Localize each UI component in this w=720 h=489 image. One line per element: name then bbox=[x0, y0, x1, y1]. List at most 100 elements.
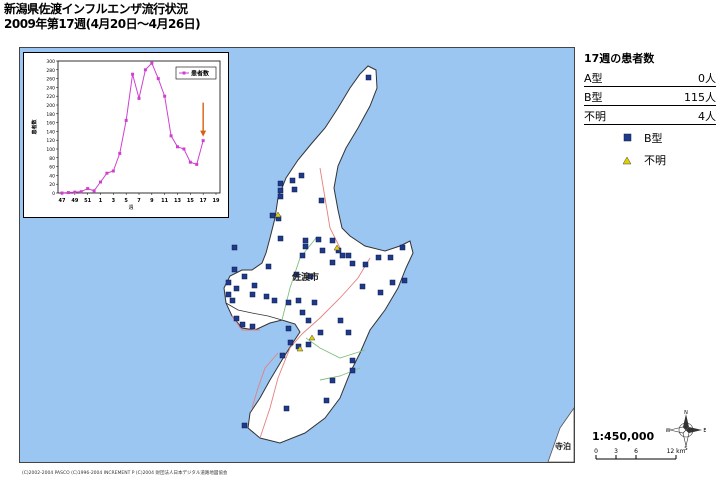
stat-label-a: A型 bbox=[584, 72, 603, 85]
data-point bbox=[150, 61, 154, 65]
data-point bbox=[105, 171, 109, 175]
data-point bbox=[156, 77, 160, 81]
data-point bbox=[66, 191, 70, 195]
page-subtitle: 2009年第17週(4月20日～4月26日) bbox=[4, 17, 201, 31]
corner-place-label: 寺泊 bbox=[555, 442, 571, 451]
y-tick-label: 260 bbox=[46, 77, 55, 83]
panel-heading: 17週の患者数 bbox=[584, 52, 655, 65]
y-tick-label: 120 bbox=[46, 138, 55, 144]
compass-w: W bbox=[666, 428, 671, 434]
scale-bar: 0 3 6 12 km bbox=[594, 445, 686, 471]
data-point bbox=[182, 147, 186, 151]
y-tick-label: 220 bbox=[46, 94, 55, 100]
scale-ratio: 1:450,000 bbox=[592, 430, 655, 443]
scale-tick-6: 6 bbox=[634, 448, 638, 455]
city-label-sado: 佐渡市 bbox=[292, 273, 320, 283]
x-axis-label: 週 bbox=[128, 204, 133, 211]
data-point bbox=[169, 134, 173, 138]
x-tick-label: 7 bbox=[137, 198, 141, 204]
y-axis-label: 患者数 bbox=[31, 119, 38, 135]
data-point bbox=[163, 94, 167, 98]
island-map bbox=[223, 65, 574, 462]
y-tick-label: 280 bbox=[46, 68, 55, 74]
x-tick-label: 13 bbox=[174, 198, 181, 204]
data-point bbox=[137, 96, 141, 100]
data-point bbox=[73, 190, 77, 194]
data-point bbox=[143, 68, 147, 72]
x-tick-label: 1 bbox=[99, 198, 103, 204]
chart-plot-area bbox=[57, 60, 221, 194]
mainland-shore bbox=[547, 407, 574, 462]
chart-legend-marker bbox=[182, 71, 186, 75]
legend-item-b: B型 bbox=[622, 129, 716, 147]
y-tick-label: 240 bbox=[46, 85, 55, 91]
y-tick-label: 180 bbox=[46, 112, 55, 118]
compass-s: S bbox=[684, 446, 687, 450]
data-point bbox=[99, 180, 102, 184]
data-point bbox=[60, 191, 64, 195]
y-tick-label: 80 bbox=[49, 156, 55, 162]
stat-label-b: B型 bbox=[584, 91, 603, 104]
copyright-footer: (C)2002-2004 PASCO (C)1996-2004 INCREMEN… bbox=[22, 471, 228, 476]
stat-row-b: B型 115人 bbox=[584, 91, 716, 106]
unknown-type-points bbox=[274, 211, 341, 352]
stats-panel: 17週の患者数 A型 0人 B型 115人 不明 4人 B型 不明 bbox=[584, 50, 716, 169]
data-point bbox=[79, 190, 83, 194]
page-title: 新潟県佐渡インフルエンザ流行状況 bbox=[4, 2, 188, 16]
compass-rose-icon: N S E W bbox=[666, 410, 707, 454]
y-tick-label: 300 bbox=[46, 59, 55, 65]
x-tick-label: 49 bbox=[71, 198, 78, 204]
y-tick-label: 20 bbox=[49, 182, 55, 188]
stat-row-unknown: 不明 4人 bbox=[584, 110, 716, 125]
data-point bbox=[124, 118, 128, 122]
patient-trend-chart: 0 20 40 60 80 100 120 140 160 180 200 220 240 260 280 3… bbox=[31, 59, 221, 211]
square-marker-icon bbox=[622, 131, 644, 145]
data-point bbox=[131, 72, 135, 76]
stat-row-a: A型 0人 bbox=[584, 72, 716, 87]
y-tick-label: 200 bbox=[46, 103, 55, 109]
legend-label-unknown: 不明 bbox=[644, 154, 666, 167]
x-tick-label: 9 bbox=[150, 198, 154, 204]
map-frame[interactable]: 佐渡市 寺泊 0 20 40 60 80 100 120 140 160 180 200 220 240… bbox=[19, 47, 575, 463]
data-point bbox=[118, 151, 122, 155]
scale-tick-0: 0 bbox=[594, 448, 598, 455]
x-tick-label: 5 bbox=[124, 198, 128, 204]
triangle-marker-icon bbox=[622, 153, 644, 167]
b-type-points bbox=[225, 74, 408, 429]
x-tick-label: 19 bbox=[213, 198, 220, 204]
stat-label-unknown: 不明 bbox=[584, 110, 606, 123]
data-point bbox=[201, 139, 205, 143]
chart-legend-box bbox=[175, 66, 217, 80]
compass-n: N bbox=[684, 410, 688, 416]
y-tick-label: 100 bbox=[46, 147, 55, 153]
stat-value-a: 0人 bbox=[698, 72, 716, 85]
x-tick-label: 11 bbox=[161, 198, 168, 204]
inset-chart: 0 20 40 60 80 100 120 140 160 180 200 220 240 260 280 3… bbox=[23, 52, 229, 218]
x-tick-label: 47 bbox=[59, 198, 66, 204]
scale-tick-3: 3 bbox=[614, 448, 618, 455]
legend-label-b: B型 bbox=[644, 132, 663, 145]
sado-island bbox=[223, 65, 414, 444]
y-tick-label: 40 bbox=[49, 173, 55, 179]
y-tick-label: 0 bbox=[52, 191, 55, 197]
x-tick-label: 17 bbox=[200, 198, 207, 204]
chart-legend-label: 患者数 bbox=[191, 70, 210, 78]
x-tick-label: 51 bbox=[84, 198, 91, 204]
stat-value-unknown: 4人 bbox=[698, 110, 716, 123]
x-tick-label: 15 bbox=[187, 198, 194, 204]
mano-bay bbox=[225, 302, 283, 321]
compass-e: E bbox=[703, 428, 706, 434]
data-point bbox=[176, 145, 179, 149]
data-point bbox=[111, 169, 115, 173]
data-point bbox=[188, 160, 192, 164]
stat-value-b: 115人 bbox=[684, 91, 716, 104]
y-tick-label: 60 bbox=[49, 165, 55, 171]
x-tick-label: 3 bbox=[112, 198, 116, 204]
data-point bbox=[92, 189, 96, 193]
data-point bbox=[195, 162, 199, 166]
scale-tick-12: 12 km bbox=[667, 448, 686, 455]
legend-item-unknown: 不明 bbox=[622, 151, 716, 169]
highlight-arrow-head bbox=[200, 130, 207, 137]
title-block: 新潟県佐渡インフルエンザ流行状況 2009年第17週(4月20日～4月26日) bbox=[4, 2, 201, 32]
data-point bbox=[86, 187, 90, 191]
